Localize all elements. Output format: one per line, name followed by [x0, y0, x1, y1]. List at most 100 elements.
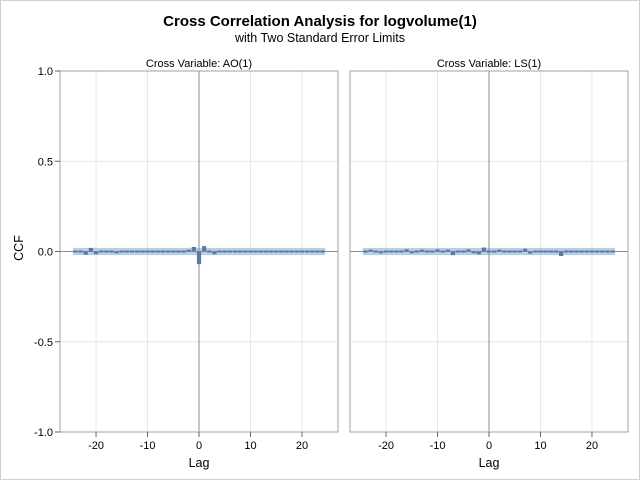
ccf-bar — [83, 251, 88, 255]
ccf-bar — [114, 251, 119, 254]
ccf-bar — [253, 250, 258, 253]
ccf-bar — [486, 250, 492, 253]
ccf-bar — [378, 251, 383, 254]
ccf-bar — [548, 250, 553, 253]
panel-title: Cross Variable: LS(1) — [437, 58, 541, 70]
ccf-bar — [181, 250, 186, 253]
ccf-bar — [605, 250, 610, 253]
ccf-bar — [315, 250, 320, 253]
ccf-bar — [492, 250, 497, 253]
ccf-bar — [610, 250, 615, 253]
ccf-bar — [394, 250, 399, 253]
ccf-bar — [145, 250, 150, 253]
ccf-bar — [310, 250, 315, 253]
x-tick-label: 0 — [196, 440, 202, 452]
ccf-bar — [248, 250, 253, 253]
ccf-bar — [232, 250, 238, 253]
ccf-bar — [476, 251, 481, 255]
ccf-bar — [528, 251, 533, 254]
ccf-bar — [595, 250, 600, 253]
ccf-bar — [274, 250, 279, 253]
ccf-bar — [445, 249, 450, 252]
ccf-bar — [196, 251, 202, 265]
x-tick-label: 20 — [296, 440, 308, 452]
ccf-bar — [258, 250, 263, 253]
ccf-bar — [425, 250, 430, 253]
x-tick-label: -20 — [88, 440, 104, 452]
ccf-bar — [124, 250, 130, 253]
ccf-bar — [564, 250, 569, 253]
y-tick-label: -1.0 — [34, 427, 53, 439]
ccf-bar — [399, 250, 404, 253]
ccf-bar — [176, 250, 181, 253]
ccf-bar — [497, 249, 502, 252]
ccf-bar — [320, 250, 325, 253]
panel-1: Cross Variable: AO(1) -20 -10 0 10 20 Lag 1.0 0.… — [34, 58, 339, 470]
ccf-bar — [414, 250, 420, 253]
ccf-bar — [78, 250, 83, 253]
ccf-bar — [119, 250, 124, 253]
ccf-bar — [507, 250, 512, 253]
ccf-bar — [543, 250, 548, 253]
ccf-bar — [584, 250, 589, 253]
ccf-bar — [263, 250, 269, 253]
y-tick-label: 0.5 — [38, 156, 53, 168]
y-tick-label: 1.0 — [38, 66, 53, 78]
ccf-bar — [512, 250, 517, 253]
ccf-bar — [238, 250, 243, 253]
ccf-bar — [461, 250, 466, 253]
ccf-bar — [166, 250, 171, 253]
ccf-bar — [456, 250, 461, 253]
x-tick-label: -10 — [430, 440, 446, 452]
ccf-bar — [289, 250, 294, 253]
x-axis-label: Lag — [479, 456, 500, 470]
ccf-bar — [589, 250, 595, 253]
ccf-bar — [466, 249, 471, 252]
ccf-bar — [129, 250, 135, 253]
ccf-bar — [109, 250, 114, 253]
panels-group: Cross Variable: AO(1) -20 -10 0 10 20 Lag 1.0 0.… — [34, 58, 629, 470]
ccf-bar — [430, 250, 435, 253]
ccf-bar — [522, 248, 528, 252]
ccf-bar — [383, 250, 389, 253]
ccf-bar — [186, 249, 191, 252]
ccf-bar — [440, 250, 445, 253]
ccf-bar — [73, 250, 78, 253]
ccf-bar — [419, 249, 425, 252]
ccf-bar — [207, 250, 212, 253]
ccf-bar — [99, 250, 104, 253]
ccf-bar — [373, 250, 378, 253]
x-tick-label: 20 — [586, 440, 598, 452]
ccf-bar — [268, 250, 274, 253]
x-tick-label: -20 — [378, 440, 394, 452]
ccf-bar — [409, 251, 414, 254]
ccf-bar — [171, 250, 176, 253]
ccf-bar — [368, 249, 373, 252]
x-tick-label: 0 — [486, 440, 492, 452]
ccf-bar — [471, 251, 476, 254]
ccf-bar — [435, 249, 440, 252]
ccf-bar — [191, 246, 196, 252]
ccf-bar — [88, 247, 93, 252]
ccf-bar — [533, 250, 538, 253]
y-tick-label: 0.0 — [38, 247, 53, 259]
ccf-bar — [299, 250, 305, 253]
ccf-bar — [363, 250, 368, 253]
x-tick-label: 10 — [534, 440, 546, 452]
ccf-bar — [569, 250, 574, 253]
ccf-bar — [155, 250, 160, 253]
ccf-bar — [517, 250, 522, 253]
panel-title: Cross Variable: AO(1) — [146, 58, 252, 70]
ccf-bar — [502, 250, 507, 253]
ccf-bar — [404, 249, 409, 252]
ccf-bar — [389, 250, 394, 253]
ccf-bar — [135, 250, 140, 253]
ccf-bar — [217, 250, 222, 253]
ccf-bar — [93, 251, 99, 255]
ccf-bar — [202, 246, 207, 252]
ccf-bar — [294, 250, 299, 253]
ccf-bar — [481, 247, 486, 252]
x-tick-label: 10 — [244, 440, 256, 452]
ccf-bar — [140, 250, 145, 253]
